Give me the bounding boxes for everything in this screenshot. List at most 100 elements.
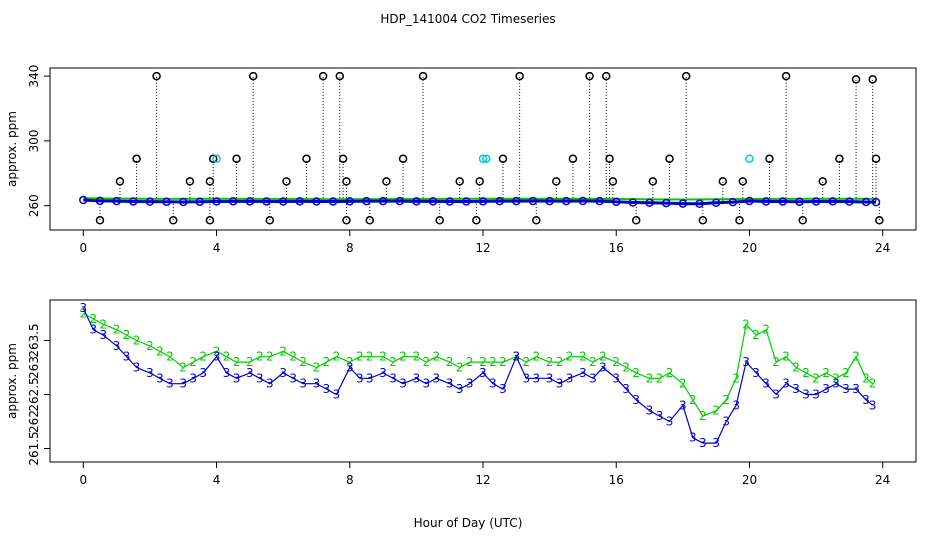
point-label-bottom: 3 [146, 366, 154, 380]
point-label-bottom: 3 [512, 350, 520, 364]
point-label-bottom: 3 [832, 377, 840, 391]
y-tick-label-bottom: 262.5 [27, 377, 41, 411]
point-label-bottom: 3 [356, 371, 364, 385]
point-label-bottom: 3 [722, 415, 730, 429]
point-label-bottom: 3 [299, 377, 307, 391]
point-top [585, 71, 594, 81]
point-top [798, 216, 808, 225]
ylabel-top: approx. ppm [5, 111, 19, 187]
point-top [428, 197, 438, 206]
point-label-bottom: 3 [646, 404, 654, 418]
point-label-bottom: 3 [742, 355, 750, 369]
point-label-bottom: 2 [689, 393, 697, 407]
point-top [728, 197, 738, 207]
point-label-bottom: 2 [579, 350, 587, 364]
x-tick-label-top: 24 [875, 241, 890, 255]
point-top [95, 216, 105, 225]
point-top [212, 154, 221, 163]
axes-top: 0 4 8 12 16 20 24 260 300 340 [27, 65, 890, 255]
point-top [79, 195, 88, 205]
point-label-bottom: 3 [346, 361, 354, 375]
point-label-bottom: 3 [656, 409, 664, 423]
point-top [828, 197, 837, 206]
point-label-bottom: 2 [99, 317, 107, 331]
point-top [245, 197, 255, 206]
point-top [482, 154, 491, 163]
point-top [628, 198, 638, 207]
point-top [695, 199, 704, 209]
point-top [678, 199, 688, 208]
point-label-bottom: 2 [123, 328, 131, 342]
point-label-bottom: 3 [632, 393, 640, 407]
y-tick-label-top: 300 [27, 129, 41, 152]
point-top [302, 154, 311, 163]
point-label-bottom: 3 [772, 388, 780, 402]
point-top [745, 196, 754, 206]
point-top [605, 154, 614, 163]
point-label-bottom: 2 [862, 371, 870, 385]
point-label-bottom: 2 [782, 350, 790, 364]
point-label-bottom: 3 [556, 377, 564, 391]
point-label-bottom: 3 [333, 388, 341, 402]
x-tick-label-top: 0 [79, 241, 87, 255]
point-label-bottom: 3 [589, 371, 597, 385]
point-top [718, 177, 728, 186]
point-top [335, 71, 345, 81]
point-label-bottom: 2 [413, 350, 421, 364]
point-label-bottom: 3 [79, 301, 87, 315]
point-top [338, 154, 348, 163]
point-label-bottom: 2 [313, 361, 321, 375]
marks-bottom: 2 2 2 2 2 2 2 2 22 2 2 2 2 2 2 2 2 2 2 2 2 2 2 2 2 2 2 2 2 2 2 2 2 2 2 2 2 2 2… [79, 301, 876, 450]
point-top [395, 196, 404, 206]
point-top [861, 197, 871, 207]
point-top [248, 71, 258, 81]
point-label-bottom: 2 [113, 323, 121, 337]
point-top [342, 216, 351, 225]
point-label-bottom: 3 [699, 436, 707, 450]
y-tick-label-bottom: 261.5 [27, 431, 41, 465]
point-top [562, 196, 571, 206]
point-label-bottom: 2 [423, 355, 431, 369]
point-label-bottom: 2 [146, 339, 154, 353]
point-label-bottom: 3 [423, 377, 431, 391]
point-top [129, 197, 138, 206]
point-label-bottom: 3 [246, 366, 254, 380]
point-label-bottom: 2 [299, 355, 307, 369]
point-label-bottom: 3 [712, 436, 720, 450]
point-label-bottom: 3 [199, 366, 207, 380]
point-label-bottom: 2 [546, 355, 554, 369]
point-label-bottom: 2 [289, 350, 297, 364]
point-label-bottom: 3 [752, 366, 760, 380]
point-top [512, 196, 521, 206]
point-label-bottom: 2 [822, 366, 830, 380]
point-top [365, 216, 375, 225]
point-top [378, 196, 388, 206]
point-top [845, 197, 854, 206]
point-label-bottom: 3 [266, 377, 274, 391]
point-top [875, 216, 884, 225]
point-label-bottom: 3 [99, 328, 107, 342]
ylabel-bottom: approx. ppm [5, 343, 19, 419]
point-top [382, 177, 391, 186]
point-label-bottom: 3 [499, 382, 507, 396]
point-label-bottom: 3 [313, 377, 321, 391]
point-label-bottom: 2 [632, 366, 640, 380]
point-label-bottom: 2 [346, 355, 354, 369]
point-top [445, 197, 454, 206]
point-top [295, 197, 305, 206]
y-tick-label-bottom: 263.5 [27, 323, 41, 357]
point-top [162, 197, 171, 207]
point-top [545, 196, 554, 206]
panel-top: 0 4 8 12 16 20 24 260 300 340 approx. ppm [5, 65, 917, 255]
point-label-bottom: 2 [133, 334, 141, 348]
point-top [645, 198, 654, 208]
point-label-bottom: 2 [466, 355, 474, 369]
y-tick-label-top: 340 [27, 65, 41, 88]
point-top [205, 177, 215, 186]
point-label-bottom: 3 [679, 398, 687, 412]
point-top [232, 154, 241, 163]
point-label-bottom: 3 [792, 382, 800, 396]
point-label-bottom: 2 [279, 344, 287, 358]
